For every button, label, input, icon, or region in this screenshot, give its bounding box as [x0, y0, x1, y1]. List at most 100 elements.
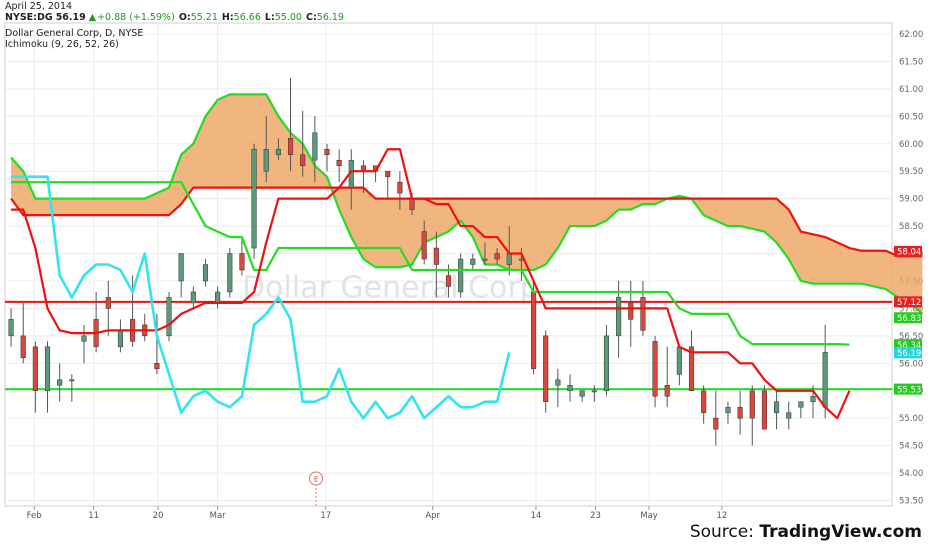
y-tick-label: 62.00: [899, 30, 923, 40]
candle-body: [8, 319, 14, 337]
price-change: +0.88 (+1.59%): [97, 12, 175, 23]
candle-down: [761, 385, 767, 430]
candle-up: [251, 143, 257, 260]
candle-body: [81, 335, 87, 342]
candle-body: [178, 253, 184, 282]
candle-body: [300, 154, 306, 166]
y-tick-label: 54.50: [899, 442, 923, 452]
close-value: 56.19: [316, 12, 344, 23]
candle-up: [591, 385, 597, 402]
candle-up: [81, 324, 87, 364]
candle-body: [628, 302, 634, 320]
candle-body: [227, 253, 233, 293]
y-tick-label: 61.00: [899, 85, 923, 95]
senkou-span-b-line: [10, 186, 923, 258]
candle-body: [737, 406, 743, 419]
open-label: O:: [178, 12, 191, 23]
x-tick-label: 23: [590, 511, 601, 521]
candle-up: [786, 401, 792, 430]
candle-body: [591, 390, 597, 393]
x-tick-label: May: [640, 511, 658, 521]
candle-body: [20, 335, 26, 359]
candle-body: [287, 138, 294, 155]
candle-down: [543, 330, 549, 413]
candle-body: [239, 253, 245, 271]
candle-body: [822, 352, 828, 408]
candle-down: [531, 280, 537, 375]
candle-down: [652, 335, 658, 408]
candle-down: [494, 248, 500, 265]
candle-up: [263, 116, 269, 183]
candle-body: [713, 417, 719, 430]
y-tick-label: 54.00: [899, 469, 923, 479]
tenkan-sen-line: [11, 148, 851, 420]
candle-body: [154, 363, 160, 370]
candle-up: [190, 286, 196, 309]
candle-down: [433, 231, 439, 298]
candle-up: [725, 401, 731, 424]
candle-up: [482, 242, 488, 265]
price-label-text: 55.53: [897, 385, 921, 395]
candle-down: [154, 313, 160, 375]
price-label-text: 56.83: [897, 314, 921, 324]
x-tick-label: Apr: [425, 511, 440, 521]
candle-body: [263, 148, 269, 172]
candle-body: [688, 346, 695, 391]
source-credit: Source: TradingView.com: [690, 522, 922, 542]
candle-body: [397, 181, 403, 194]
x-tick-label: 17: [320, 511, 331, 521]
x-tick-label: 14: [531, 511, 542, 521]
chart-title: Dollar General Corp, D, NYSE: [5, 28, 144, 39]
candle-up: [57, 363, 63, 402]
candle-up: [579, 390, 585, 402]
candle-up: [69, 374, 75, 402]
candle-body: [44, 346, 51, 391]
candle-down: [385, 170, 391, 199]
indicator-legend[interactable]: Ichimoku (9, 26, 52, 26): [5, 39, 119, 50]
price-label-text: 58.04: [897, 248, 921, 258]
x-tick-label: 20: [153, 511, 164, 521]
y-tick-label: 61.50: [899, 57, 923, 67]
candle-down: [701, 385, 707, 424]
candle-up: [567, 374, 573, 402]
candle-up: [616, 280, 622, 358]
candle-body: [506, 253, 512, 265]
last-price: 56.19: [55, 12, 86, 23]
candle-body: [531, 291, 537, 370]
event-marker-label: E: [314, 476, 318, 484]
candle-body: [69, 379, 75, 382]
candle-body: [190, 291, 196, 304]
candle-up: [275, 138, 281, 161]
open-value: 55.21: [190, 12, 218, 23]
kijun-sen-line: [11, 181, 850, 346]
candle-down: [336, 149, 342, 183]
candle-body: [32, 346, 38, 391]
candle-up: [458, 253, 464, 298]
candle-body: [458, 258, 464, 293]
candle-body: [640, 297, 646, 331]
candle-down: [737, 390, 743, 435]
candle-body: [445, 275, 452, 287]
price-label-tag: [894, 245, 922, 257]
y-tick-label: 60.50: [899, 112, 923, 122]
y-tick-label: 53.50: [899, 497, 923, 507]
candle-up: [555, 368, 561, 408]
price-label-tag: [894, 296, 922, 308]
candle-body: [810, 395, 816, 402]
candle-body: [409, 198, 415, 210]
candle-body: [275, 148, 281, 155]
candle-down: [105, 280, 111, 336]
y-tick-label: 58.50: [899, 222, 923, 232]
candle-body: [567, 385, 573, 391]
candle-body: [725, 406, 731, 413]
candle-body: [555, 379, 561, 386]
candle-body: [749, 390, 755, 419]
candle-up: [178, 253, 184, 298]
candle-down: [749, 385, 755, 446]
price-label-tag: [894, 383, 922, 395]
candle-up: [798, 401, 804, 419]
candle-body: [421, 231, 427, 260]
ichimoku-cloud: [11, 94, 923, 314]
candle-body: [202, 264, 209, 282]
